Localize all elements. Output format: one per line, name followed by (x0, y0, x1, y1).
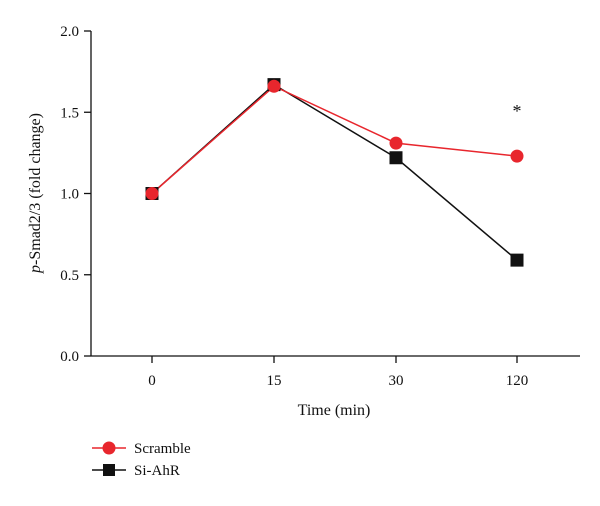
y-axis-label-rest: -Smad2/3 (fold change) (27, 113, 44, 265)
y-ticks: 0.0 0.5 1.0 1.5 2.0 (60, 24, 91, 365)
x-tick-label: 30 (389, 373, 404, 389)
data-point-scramble (267, 79, 281, 93)
axes (90, 31, 580, 357)
legend-si-ahr-marker (103, 464, 115, 476)
x-axis-label: Time (min) (298, 402, 371, 419)
annotations: * (513, 101, 522, 121)
data-point-si-ahr (510, 253, 524, 267)
data-point-scramble (510, 149, 524, 163)
data-point-si-ahr (389, 151, 403, 165)
y-tick-label: 1.0 (60, 187, 79, 203)
legend: Scramble Si-AhR (92, 441, 191, 479)
series-lines (151, 83, 518, 261)
legend-scramble-marker (102, 441, 116, 455)
series-line-scramble (151, 85, 518, 195)
x-tick-label: 120 (506, 373, 529, 389)
x-ticks: 0 15 30 120 (148, 356, 528, 389)
y-tick-label: 0.0 (60, 349, 79, 365)
y-axis-label-italic: p (27, 265, 44, 274)
legend-si-ahr-label: Si-AhR (134, 463, 180, 479)
legend-scramble-label: Scramble (134, 441, 191, 457)
y-tick-label: 1.5 (60, 105, 79, 121)
legend-item-si-ahr: Si-AhR (92, 463, 180, 479)
data-point-scramble (389, 136, 403, 150)
legend-item-scramble: Scramble (92, 441, 191, 457)
series-markers (145, 78, 524, 267)
x-tick-label: 15 (267, 373, 282, 389)
x-tick-label: 0 (148, 373, 156, 389)
data-point-scramble (145, 187, 159, 200)
series-line-si-ahr (151, 83, 518, 261)
y-tick-label: 0.5 (60, 268, 79, 284)
significance-marker: * (513, 101, 522, 121)
y-axis-label: p-Smad2/3 (fold change) (27, 113, 44, 274)
y-tick-label: 2.0 (60, 24, 79, 40)
